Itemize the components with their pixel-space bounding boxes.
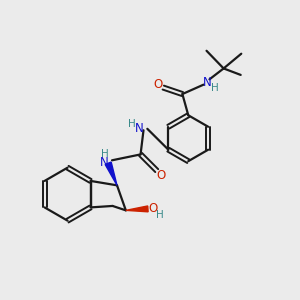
Text: O: O	[157, 169, 166, 182]
Polygon shape	[126, 206, 148, 212]
Text: H: H	[156, 210, 164, 220]
Text: O: O	[148, 202, 158, 214]
Text: O: O	[153, 78, 163, 91]
Text: N: N	[100, 156, 109, 169]
Text: H: H	[128, 119, 136, 129]
Text: N: N	[135, 122, 144, 135]
Text: N: N	[203, 76, 212, 89]
Text: H: H	[211, 83, 219, 93]
Polygon shape	[105, 162, 117, 185]
Text: H: H	[101, 149, 109, 159]
